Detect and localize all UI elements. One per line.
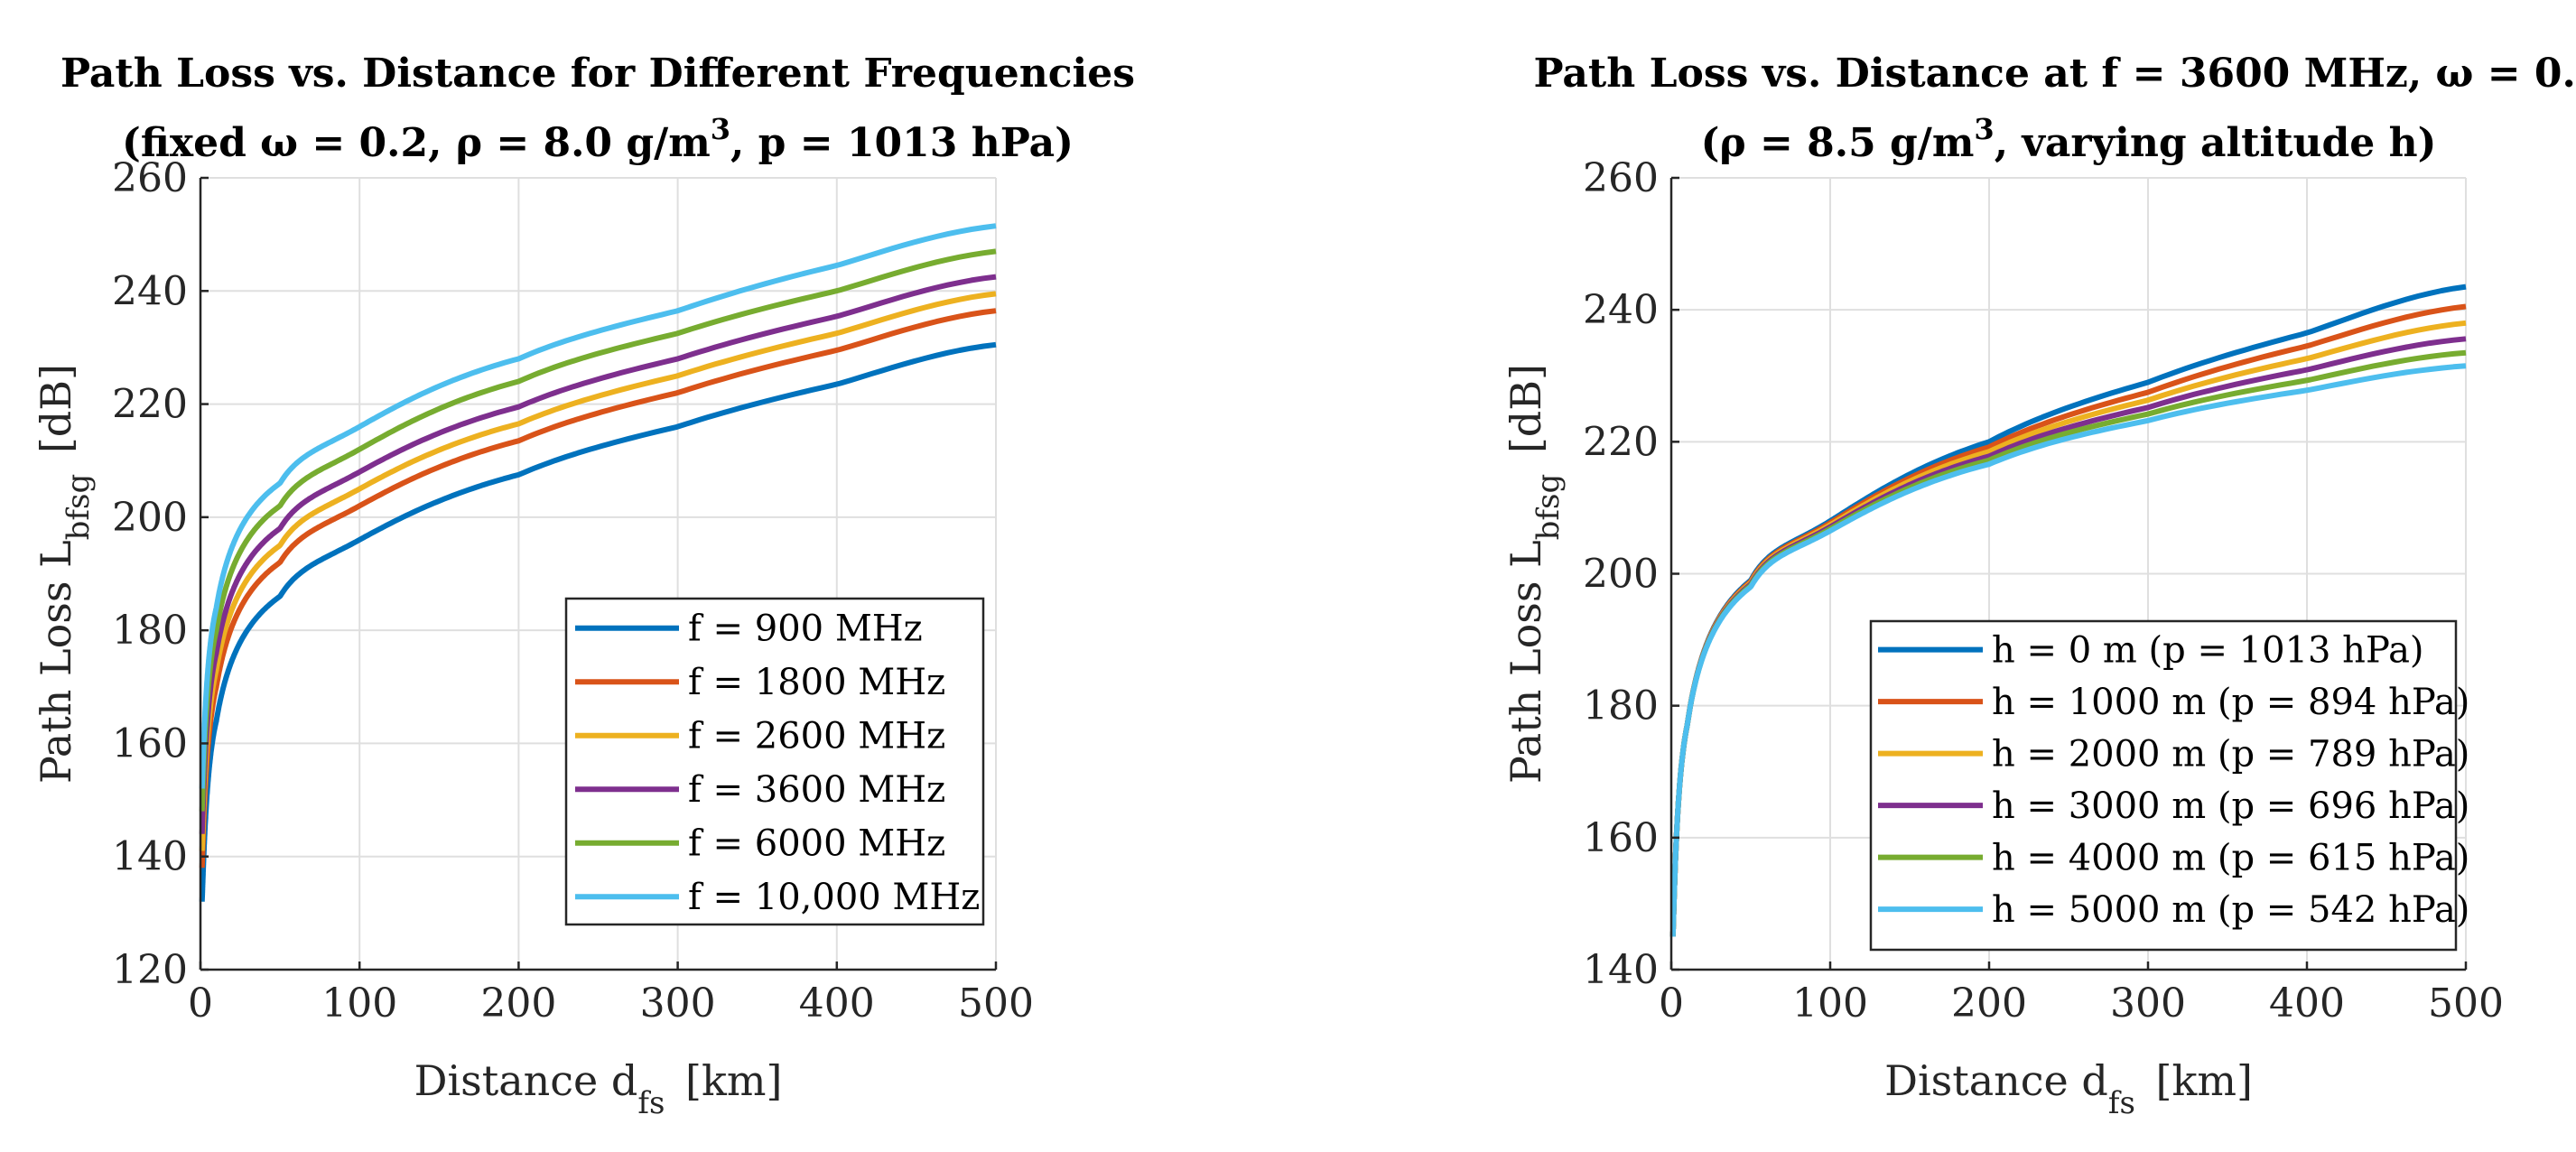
chart-title: Path Loss vs. Distance for Different Fre…: [60, 51, 1135, 97]
legend-entry: h = 5000 m (p = 542 hPa): [1992, 889, 2469, 931]
legend-entry: f = 3600 MHz: [688, 769, 945, 811]
chart-subtitle: (fixed ω = 0.2, ρ = 8.0 g/m3, p = 1013 h…: [122, 112, 1074, 166]
legend-entry: f = 2600 MHz: [688, 716, 945, 757]
x-tick-label: 100: [1792, 980, 1868, 1027]
legend-entry: f = 10,000 MHz: [688, 877, 980, 918]
y-tick-label: 200: [112, 495, 188, 541]
y-tick-label: 160: [1583, 815, 1659, 861]
x-tick-label: 500: [958, 980, 1034, 1027]
legend-entry: f = 900 MHz: [688, 609, 923, 650]
left-chart-panel: 0 100 200 300 400 500 120 140 160 180 200 220 240 260…: [32, 51, 1135, 1121]
y-tick-label: 140: [112, 834, 188, 880]
y-tick-label: 220: [1583, 419, 1659, 465]
x-tick-label: 400: [799, 980, 875, 1027]
y-tick-label: 220: [112, 382, 188, 428]
x-tick-label: 500: [2428, 980, 2504, 1027]
legend: h = 0 m (p = 1013 hPa) h = 1000 m (p = 89…: [1869, 619, 2469, 952]
ticks: 0 100 200 300 400 500 140 160 180 200 220 240 260: [1583, 155, 2504, 1027]
right-chart-panel: 0 100 200 300 400 500 140 160 180 200 220 240 260 Pat…: [1502, 51, 2576, 1121]
y-tick-label: 140: [1583, 947, 1659, 993]
legend-entry: h = 3000 m (p = 696 hPa): [1992, 785, 2469, 827]
y-axis-label: Path Loss Lbfsg [dB]: [1502, 364, 1567, 784]
series-line-6: [199, 223, 997, 791]
legend-entry: f = 6000 MHz: [688, 823, 945, 865]
x-tick-label: 300: [2110, 980, 2186, 1027]
legend-entry: h = 2000 m (p = 789 hPa): [1992, 734, 2469, 776]
y-tick-label: 260: [1583, 155, 1659, 201]
ticks: 0 100 200 300 400 500 120 140 160 180 200 220 240 260: [112, 155, 1034, 1027]
legend-entry: h = 4000 m (p = 615 hPa): [1992, 838, 2469, 879]
legend-box: [1869, 619, 2458, 952]
x-tick-label: 200: [1951, 980, 2027, 1027]
y-tick-label: 160: [112, 720, 188, 766]
legend-entry: h = 1000 m (p = 894 hPa): [1992, 682, 2469, 723]
x-axis-label: Distance dfs [km]: [1884, 1056, 2253, 1121]
y-tick-label: 180: [112, 608, 188, 654]
legend: f = 900 MHz f = 1800 MHz f = 2600 MHz f = 3…: [564, 597, 985, 926]
x-tick-label: 0: [188, 980, 213, 1027]
series-lines: [1669, 283, 2467, 939]
y-tick-label: 200: [1583, 552, 1659, 598]
legend-box: [564, 597, 985, 926]
x-tick-label: 300: [640, 980, 716, 1027]
y-axis-label: Path Loss Lbfsg [dB]: [32, 364, 97, 784]
x-tick-label: 100: [321, 980, 397, 1027]
x-axis-label: Distance dfs [km]: [414, 1056, 783, 1121]
series-lines: [199, 223, 997, 905]
chart-subtitle: (ρ = 8.5 g/m3, varying altitude h): [1701, 112, 2437, 166]
series-line-6: [1669, 363, 2467, 939]
x-tick-label: 400: [2269, 980, 2345, 1027]
x-tick-label: 200: [480, 980, 556, 1027]
legend-entry: f = 1800 MHz: [688, 662, 945, 703]
y-tick-label: 240: [1583, 287, 1659, 333]
legend-entry: h = 0 m (p = 1013 hPa): [1992, 630, 2424, 672]
y-tick-label: 180: [1583, 683, 1659, 729]
y-tick-label: 260: [112, 155, 188, 201]
x-tick-label: 0: [1659, 980, 1684, 1027]
y-tick-label: 120: [112, 947, 188, 993]
chart-title: Path Loss vs. Distance at f = 3600 MHz, …: [1534, 51, 2576, 97]
y-tick-label: 240: [112, 268, 188, 314]
